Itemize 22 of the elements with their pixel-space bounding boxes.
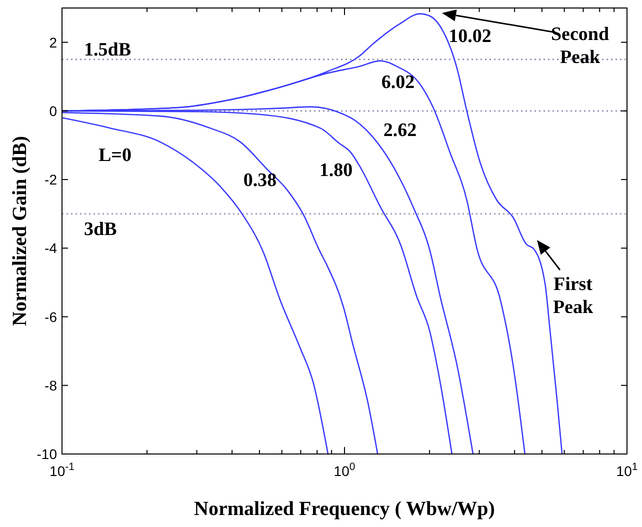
y-tick-label: -8	[44, 377, 58, 394]
y-axis-title: Normalized Gain (dB)	[9, 136, 31, 326]
series-label: 2.62	[383, 120, 417, 141]
y-tick-label: -2	[44, 172, 58, 188]
ref-line-label: 1.5dB	[84, 39, 132, 60]
ref-line-label: 3dB	[84, 218, 118, 240]
x-tick-label: 10$^{0}$	[334, 461, 356, 479]
series-label: 6.02	[381, 72, 415, 93]
series-label: 10.02	[448, 26, 492, 47]
y-tick-label: -10	[36, 446, 58, 462]
annotation: Second Peak	[550, 24, 610, 68]
x-tick-label: 10$^{-1}$	[50, 461, 75, 479]
y-tick-label: 2	[49, 34, 58, 50]
y-tick-label: -6	[44, 308, 58, 325]
series-label: 1.80	[319, 160, 353, 181]
annotation: First Peak	[552, 274, 594, 318]
x-tick-label: 10$^{1}$	[616, 461, 638, 479]
y-tick-label: 0	[49, 102, 58, 119]
series-label: 0.38	[243, 170, 277, 191]
series-label: L=0	[98, 145, 132, 166]
y-tick-label: -4	[44, 240, 58, 256]
x-axis-title: Normalized Frequency ( Wbw/Wp)	[194, 498, 495, 520]
